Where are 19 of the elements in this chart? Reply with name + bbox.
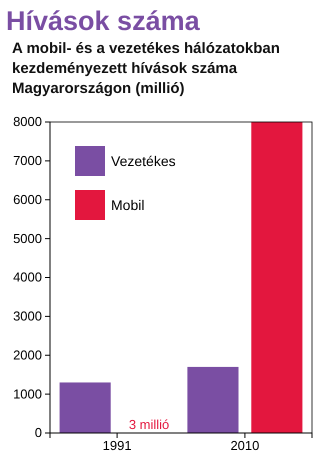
- data-label: 3 millió: [128, 416, 170, 432]
- x-tick-label: 1991: [102, 438, 132, 454]
- chart-subtitle: A mobil- és a vezetékes hálózatokban kezdeményezett hívások száma Magyarországon (millió): [12, 40, 280, 97]
- legend-label: Mobil: [111, 197, 144, 213]
- y-tick-label: 1000: [13, 386, 42, 402]
- y-tick-label: 0: [34, 425, 42, 440]
- bar: [60, 382, 111, 433]
- chart-title: Hívások száma: [6, 6, 201, 36]
- y-tick-label: 3000: [13, 308, 42, 324]
- legend-label: Vezetékes: [111, 153, 176, 169]
- y-tick-label: 2000: [13, 347, 42, 362]
- y-tick-label: 5000: [13, 230, 42, 246]
- y-tick-label: 4000: [13, 270, 42, 285]
- bar: [251, 122, 302, 433]
- y-tick-label: 7000: [13, 153, 42, 168]
- y-tick-label: 6000: [13, 192, 42, 207]
- y-tick-label: 8000: [13, 114, 42, 130]
- x-tick-label: 2010: [230, 438, 260, 454]
- bar: [187, 366, 239, 433]
